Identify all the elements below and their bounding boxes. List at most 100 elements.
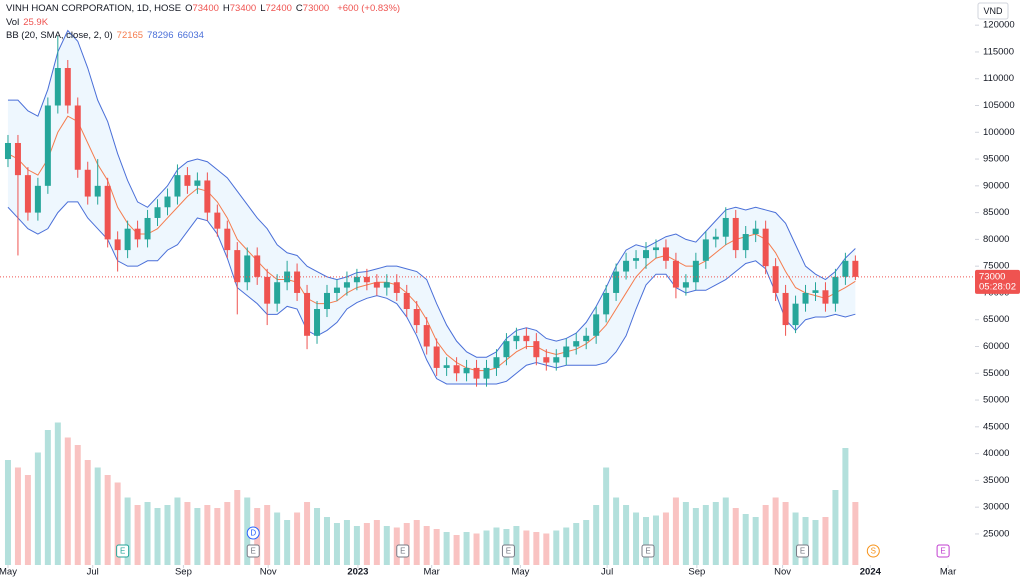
candle-body bbox=[852, 260, 859, 277]
event-label[interactable]: E bbox=[506, 547, 511, 556]
candle-body bbox=[144, 217, 151, 240]
event-label[interactable]: E bbox=[940, 547, 945, 556]
volume-bar bbox=[792, 512, 799, 565]
symbol-title: VINH HOAN CORPORATION, 1D, HOSE bbox=[6, 3, 182, 14]
volume-bar bbox=[742, 514, 749, 565]
event-label[interactable]: D bbox=[250, 529, 256, 538]
volume-bar bbox=[84, 460, 91, 565]
volume-bar bbox=[633, 512, 640, 565]
candle-body bbox=[214, 212, 221, 229]
volume-bar bbox=[752, 517, 759, 565]
event-label[interactable]: S bbox=[871, 547, 876, 556]
candle-body bbox=[662, 247, 669, 261]
y-tick-label: 120000 bbox=[983, 20, 1015, 31]
candle-body bbox=[433, 346, 440, 368]
x-tick-label: Nov bbox=[260, 567, 277, 578]
volume-bar bbox=[443, 532, 450, 565]
volume-bar bbox=[533, 532, 540, 565]
candle-body bbox=[672, 260, 679, 288]
volume-bar bbox=[24, 475, 31, 565]
legend-volume: Vol 25.9K bbox=[6, 17, 52, 28]
candle-body bbox=[742, 234, 749, 251]
ohlc-item: C73000 bbox=[296, 3, 329, 14]
candle-body bbox=[323, 292, 330, 310]
y-tick-label: 110000 bbox=[983, 73, 1014, 84]
volume-bar bbox=[413, 520, 420, 565]
volume-bar bbox=[343, 520, 350, 565]
bb-value: 66034 bbox=[177, 30, 204, 41]
y-tick-label: 75000 bbox=[983, 261, 1009, 272]
volume-bar bbox=[314, 508, 321, 565]
volume-bar bbox=[4, 460, 11, 565]
candle-body bbox=[792, 303, 799, 326]
candle-body bbox=[583, 335, 590, 342]
ohlc-item: O73400 bbox=[185, 3, 219, 14]
candle-body bbox=[284, 271, 291, 283]
volume-bar bbox=[802, 517, 809, 565]
event-label[interactable]: E bbox=[800, 547, 805, 556]
volume-bar bbox=[762, 505, 769, 565]
volume-bar bbox=[264, 505, 271, 565]
candle-body bbox=[174, 175, 181, 197]
volume-bar bbox=[164, 505, 171, 565]
event-icon bbox=[936, 544, 950, 558]
bb-value: 72165 bbox=[116, 30, 144, 41]
x-tick-label: Mar bbox=[423, 567, 439, 578]
ohlc-item: H73400 bbox=[223, 3, 256, 14]
y-tick-label: 45000 bbox=[983, 421, 1009, 432]
event-icon bbox=[246, 526, 260, 540]
candle-body bbox=[503, 341, 510, 358]
volume-bar bbox=[104, 475, 111, 565]
candle-body bbox=[294, 271, 301, 293]
volume-bar bbox=[304, 502, 311, 565]
x-tick-label: Sep bbox=[688, 567, 705, 578]
candle-body bbox=[822, 290, 829, 304]
candle-body bbox=[114, 239, 121, 251]
volume-bar bbox=[284, 520, 291, 565]
event-label[interactable]: E bbox=[645, 547, 650, 556]
volume-layer bbox=[4, 422, 859, 565]
ohlc-item: L72400 bbox=[260, 3, 292, 14]
x-tick-label: 2024 bbox=[860, 567, 882, 578]
volume-bar bbox=[583, 520, 590, 565]
volume-bar bbox=[643, 517, 650, 565]
volume-bar bbox=[563, 527, 570, 565]
volume-bar bbox=[453, 535, 460, 565]
volume-bar bbox=[124, 497, 131, 565]
currency-box[interactable] bbox=[977, 2, 1009, 20]
candle-body bbox=[104, 185, 111, 240]
candle-body bbox=[314, 309, 321, 336]
candle-body bbox=[553, 357, 560, 363]
candle-body bbox=[732, 217, 739, 251]
candle-body bbox=[722, 217, 729, 237]
y-tick-label: 40000 bbox=[983, 448, 1009, 459]
candle-body bbox=[264, 276, 271, 304]
volume-bar bbox=[44, 430, 51, 565]
volume-bar bbox=[194, 508, 201, 565]
x-tick-label: Nov bbox=[774, 567, 791, 578]
volume-bar bbox=[782, 502, 789, 565]
candle-body bbox=[613, 271, 620, 293]
event-label[interactable]: E bbox=[400, 547, 405, 556]
x-tick-label: May bbox=[0, 567, 17, 578]
volume-last: 25.9K bbox=[23, 17, 49, 28]
volume-bar bbox=[493, 527, 500, 565]
volume-bar bbox=[433, 529, 440, 565]
candle-body bbox=[224, 228, 231, 251]
volume-bar bbox=[473, 533, 480, 565]
candle-body bbox=[24, 175, 31, 213]
candle-body bbox=[134, 228, 141, 240]
candle-body bbox=[692, 260, 699, 283]
volume-bar bbox=[373, 520, 380, 565]
volume-bar bbox=[523, 530, 530, 565]
volume-bar bbox=[623, 505, 630, 565]
bb-label: BB (20, SMA, close, 2, 0) bbox=[6, 30, 113, 41]
event-label[interactable]: E bbox=[251, 547, 256, 556]
volume-bar bbox=[662, 512, 669, 565]
y-tick-label: 60000 bbox=[983, 341, 1009, 352]
event-label[interactable]: E bbox=[120, 547, 125, 556]
candle-body bbox=[762, 228, 769, 267]
candle-body bbox=[633, 258, 640, 261]
candle-body bbox=[513, 335, 520, 342]
